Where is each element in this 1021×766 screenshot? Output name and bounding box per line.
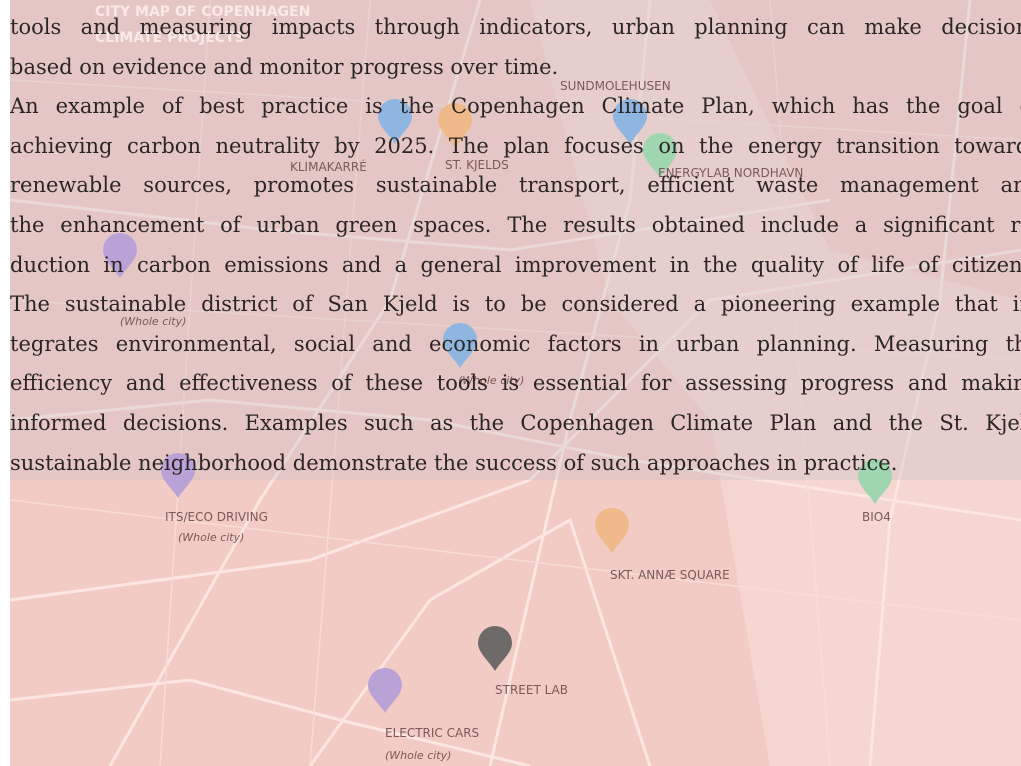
page: {"map": {"title": ["CITY MAP OF COPENHAG… <box>0 0 1021 766</box>
map-label: ELECTRIC CARS <box>385 726 479 740</box>
article: tools and measuring impacts through indi… <box>10 8 1021 483</box>
map-label: BIO4 <box>862 510 891 524</box>
text-line: An example of best practice is the Copen… <box>10 87 1021 127</box>
map-label: (Whole city) <box>178 531 244 544</box>
text-line: informed decisions. Examples such as the… <box>10 404 1021 444</box>
map-label: (Whole city) <box>385 749 451 762</box>
text-line: sustainable neighborhood demonstrate the… <box>10 444 1021 484</box>
text-line: based on evidence and monitor progress o… <box>10 48 1021 88</box>
map-label: ITS/ECO DRIVING <box>165 510 268 524</box>
map-label: SKT. ANNÆ SQUARE <box>610 568 730 582</box>
text-line: efficiency and effectiveness of these to… <box>10 364 1021 404</box>
map-label: STREET LAB <box>495 683 568 697</box>
text-line: renewable sources, promotes sustainable … <box>10 166 1021 206</box>
text-line: tegrates environmental, social and econo… <box>10 325 1021 365</box>
text-line: tools and measuring impacts through indi… <box>10 8 1021 48</box>
text-line: achieving carbon neutrality by 2025. The… <box>10 127 1021 167</box>
text-line: The sustainable district of San Kjeld is… <box>10 285 1021 325</box>
text-line: duction in carbon emissions and a genera… <box>10 246 1021 286</box>
text-line: the enhancement of urban green spaces. T… <box>10 206 1021 246</box>
